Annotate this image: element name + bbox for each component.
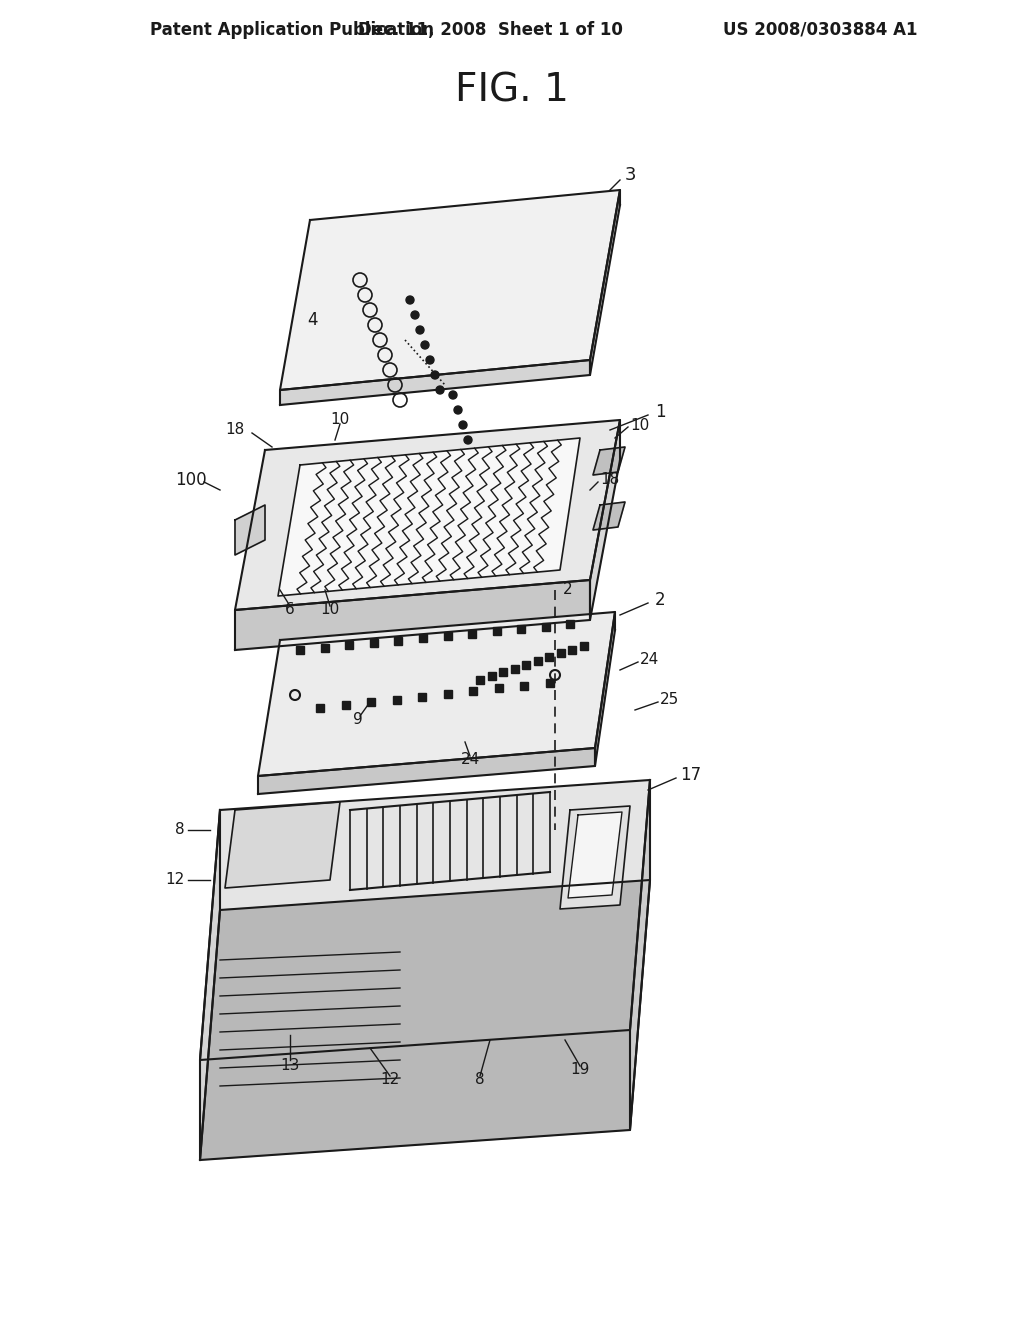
Bar xyxy=(522,661,530,669)
Bar xyxy=(568,645,575,653)
Polygon shape xyxy=(258,748,595,795)
Bar xyxy=(370,639,378,647)
Bar xyxy=(367,698,375,706)
Bar xyxy=(499,668,507,676)
Bar xyxy=(443,690,452,698)
Polygon shape xyxy=(200,810,220,1160)
Bar xyxy=(345,642,353,649)
Text: 2: 2 xyxy=(563,582,572,598)
Circle shape xyxy=(426,356,434,364)
Bar xyxy=(580,642,588,649)
Bar xyxy=(517,624,525,634)
Circle shape xyxy=(431,371,439,379)
Bar xyxy=(487,672,496,680)
Bar xyxy=(418,693,426,701)
Text: 24: 24 xyxy=(640,652,659,668)
Polygon shape xyxy=(200,880,650,1160)
Text: FIG. 1: FIG. 1 xyxy=(455,71,569,110)
Text: 6: 6 xyxy=(285,602,295,618)
Text: 9: 9 xyxy=(353,713,362,727)
Polygon shape xyxy=(234,420,620,610)
Text: 18: 18 xyxy=(225,422,245,437)
Bar xyxy=(534,657,542,665)
Polygon shape xyxy=(278,438,580,597)
Polygon shape xyxy=(568,812,622,898)
Bar xyxy=(341,701,349,709)
Circle shape xyxy=(459,421,467,429)
Text: 8: 8 xyxy=(175,822,185,837)
Bar xyxy=(468,630,476,638)
Polygon shape xyxy=(593,502,625,531)
Polygon shape xyxy=(200,780,650,1060)
Text: 19: 19 xyxy=(570,1063,590,1077)
Text: Patent Application Publication: Patent Application Publication xyxy=(150,21,434,40)
Text: 12: 12 xyxy=(380,1072,399,1088)
Polygon shape xyxy=(595,612,615,766)
Text: 17: 17 xyxy=(680,766,701,784)
Text: 10: 10 xyxy=(630,417,649,433)
Text: 2: 2 xyxy=(655,591,666,609)
Bar xyxy=(296,645,304,653)
Polygon shape xyxy=(560,807,630,909)
Polygon shape xyxy=(234,579,590,649)
Bar xyxy=(556,649,564,657)
Bar xyxy=(419,635,427,643)
Circle shape xyxy=(464,436,472,444)
Bar xyxy=(495,684,503,693)
Polygon shape xyxy=(593,447,625,475)
Bar xyxy=(493,627,501,635)
Polygon shape xyxy=(258,612,615,776)
Text: Dec. 11, 2008  Sheet 1 of 10: Dec. 11, 2008 Sheet 1 of 10 xyxy=(357,21,623,40)
Bar xyxy=(542,623,550,631)
Circle shape xyxy=(406,296,414,304)
Circle shape xyxy=(411,312,419,319)
Bar xyxy=(545,653,553,661)
Circle shape xyxy=(449,391,457,399)
Text: 10: 10 xyxy=(321,602,340,618)
Text: 12: 12 xyxy=(166,873,185,887)
Polygon shape xyxy=(234,506,265,554)
Text: 18: 18 xyxy=(600,473,620,487)
Polygon shape xyxy=(280,190,620,389)
Polygon shape xyxy=(225,803,340,888)
Text: 10: 10 xyxy=(331,412,349,428)
Text: 1: 1 xyxy=(655,403,666,421)
Bar xyxy=(546,678,554,686)
Bar xyxy=(316,704,324,711)
Polygon shape xyxy=(630,780,650,1130)
Text: 3: 3 xyxy=(625,166,637,183)
Text: 25: 25 xyxy=(660,693,679,708)
Circle shape xyxy=(421,341,429,348)
Bar xyxy=(392,696,400,704)
Circle shape xyxy=(416,326,424,334)
Polygon shape xyxy=(280,360,590,405)
Text: 4: 4 xyxy=(307,312,318,329)
Text: 8: 8 xyxy=(475,1072,484,1088)
Text: 24: 24 xyxy=(461,752,479,767)
Bar xyxy=(476,676,484,684)
Bar xyxy=(443,632,452,640)
Text: 100: 100 xyxy=(175,471,207,488)
Text: US 2008/0303884 A1: US 2008/0303884 A1 xyxy=(723,21,918,40)
Circle shape xyxy=(454,407,462,414)
Circle shape xyxy=(436,385,444,393)
Bar xyxy=(511,664,518,673)
Text: 13: 13 xyxy=(281,1057,300,1072)
Polygon shape xyxy=(590,420,620,620)
Bar xyxy=(469,688,477,696)
Bar xyxy=(520,681,528,689)
Bar xyxy=(566,620,574,628)
Polygon shape xyxy=(590,190,620,375)
Bar xyxy=(394,636,402,644)
Bar xyxy=(321,644,329,652)
